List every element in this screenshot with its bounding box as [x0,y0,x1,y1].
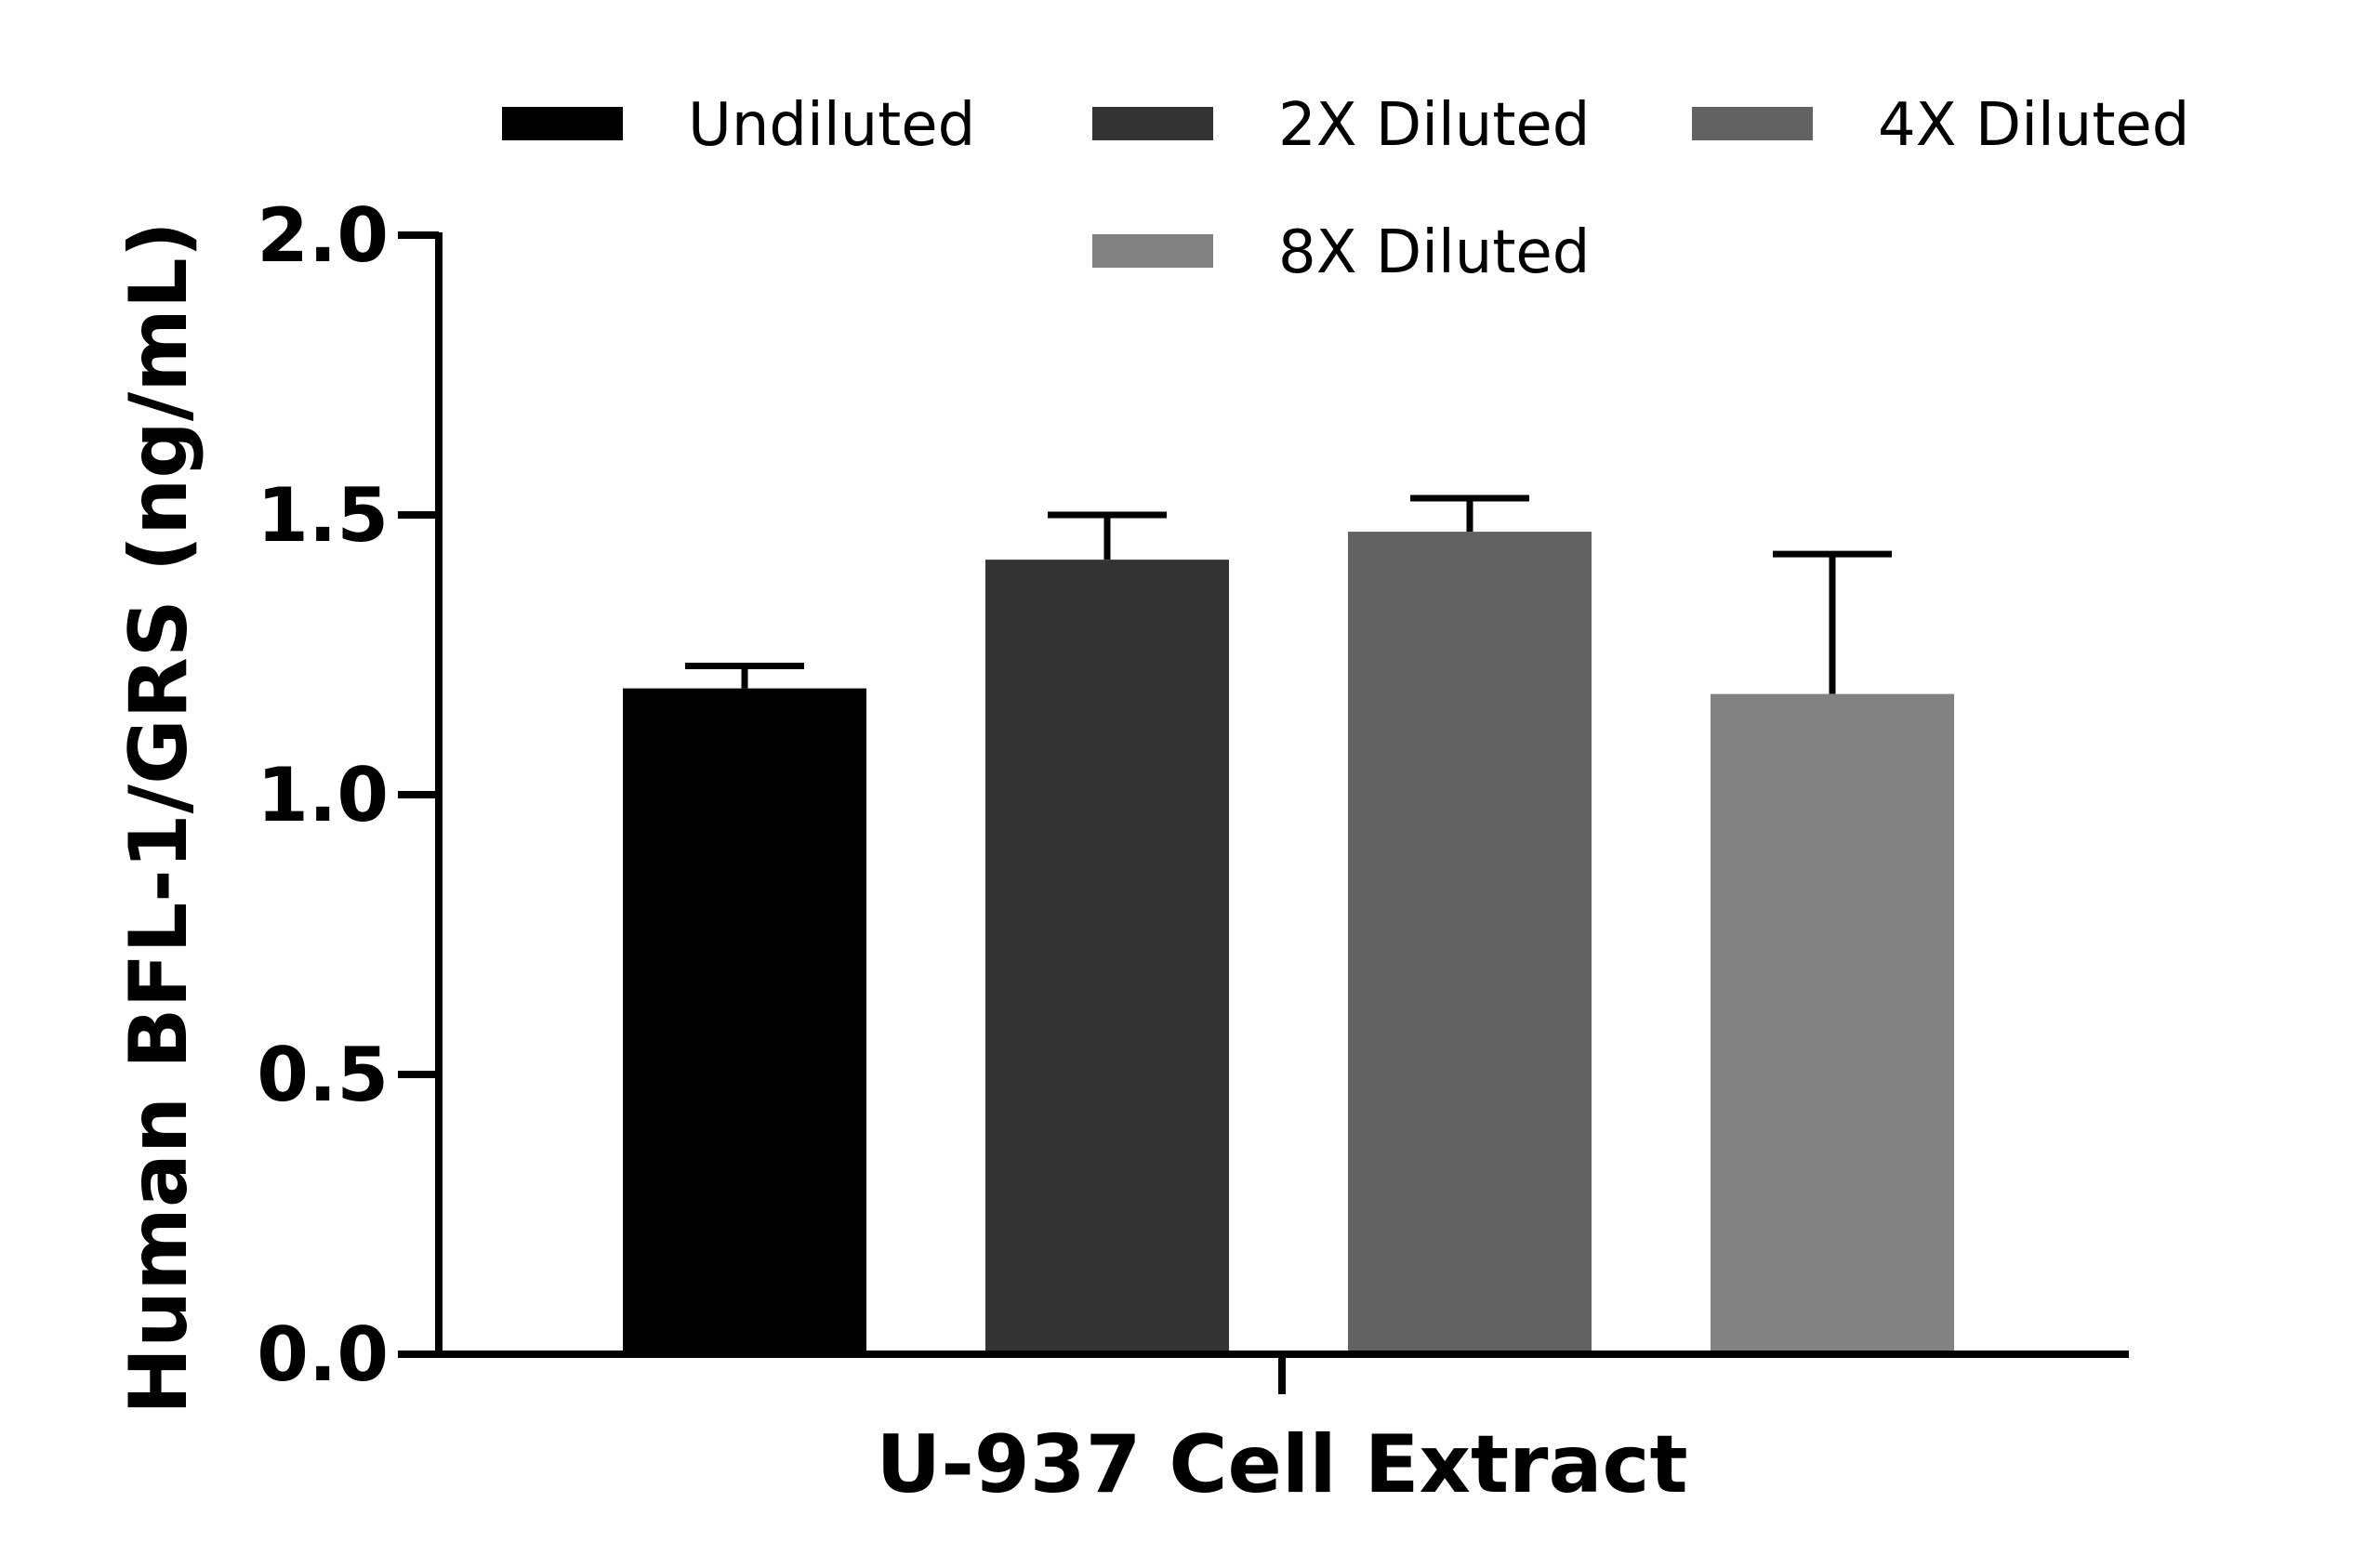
legend: Undiluted 2X Diluted 4X Diluted 8X Diluted [502,91,2189,287]
y-tick-label: 1.5 [257,472,389,559]
y-tick-label: 1.0 [257,752,389,838]
legend-label: 4X Diluted [1878,91,2189,160]
legend-swatch [1692,107,1813,140]
bar-3 [1348,532,1592,1354]
legend-swatch [1092,234,1213,268]
y-tick-label: 0.5 [257,1032,389,1118]
y-tick-label: 0.0 [257,1311,389,1398]
bar-4 [1711,693,1954,1354]
y-axis-ticks: 0.0 0.5 1.0 1.5 2.0 [257,192,439,1398]
legend-label: Undiluted [688,91,975,160]
y-axis-title: Human BFL-1/GRS (ng/mL) [112,221,205,1415]
bar-2 [985,560,1229,1354]
legend-label: 8X Diluted [1278,218,1590,287]
legend-swatch [502,107,623,140]
bar-1 [623,688,866,1354]
legend-swatch [1092,107,1213,140]
bars [623,494,1954,1354]
y-tick-label: 2.0 [257,192,389,279]
x-axis-title: U-937 Cell Extract [876,1418,1687,1511]
legend-label: 2X Diluted [1278,91,1590,160]
